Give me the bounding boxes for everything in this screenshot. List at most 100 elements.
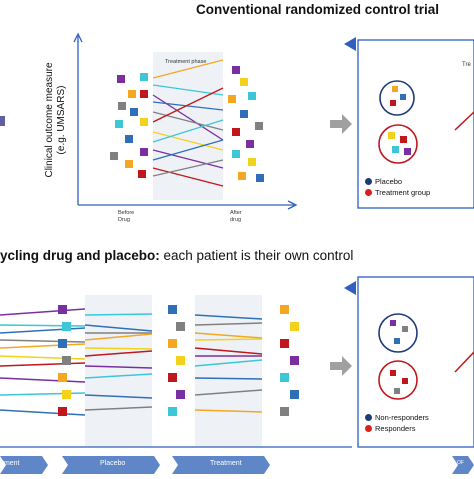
x-label-before: Before Drug (118, 210, 134, 224)
bottom-title: ycling drug and placebo: each patient is… (0, 248, 353, 263)
legend-responders-label: Responders (375, 424, 416, 433)
bottom-column-square (168, 373, 177, 382)
nonresponder-circle-square (394, 338, 400, 344)
y-axis-label-line2: (e.g. UMSARS) (56, 85, 67, 155)
top-before-square (125, 135, 133, 143)
bottom-trend-line (84, 347, 153, 350)
placebo-circle-square (390, 100, 396, 106)
top-before-square (118, 102, 126, 110)
top-after-square (255, 122, 263, 130)
top-trend-line (152, 87, 224, 123)
bottom-column-square (168, 305, 177, 314)
bottom-trend-line (0, 308, 86, 316)
nonresponder-circle-square (390, 320, 396, 326)
responder-circle (378, 360, 418, 400)
top-gray-arrow (330, 114, 352, 134)
top-after-square (246, 140, 254, 148)
phase-chevron-4-label: OF (457, 460, 464, 466)
treatment-circle-square (400, 136, 407, 143)
x-label-before-line1: Before (118, 210, 135, 216)
top-trend-line (152, 59, 224, 79)
bottom-trend-line (84, 313, 153, 316)
bottom-trend-line (84, 333, 153, 341)
bottom-title-bold: ycling drug and placebo: (0, 248, 160, 263)
bottom-column-square (62, 322, 71, 331)
top-before-square (125, 160, 133, 168)
bottom-trend-line (84, 394, 153, 399)
top-trend-line (152, 149, 224, 169)
phase-chevron (0, 456, 48, 474)
top-trend-line (152, 119, 224, 143)
top-before-square (115, 120, 123, 128)
placebo-circle-top (379, 80, 415, 116)
bottom-column-square (58, 339, 67, 348)
partial-left-icon (0, 116, 5, 126)
bottom-trend-line (194, 389, 263, 396)
bottom-trend-line (194, 347, 263, 355)
bottom-summary-box (357, 276, 474, 448)
bottom-trend-line (0, 355, 86, 360)
x-label-after-line1: After (230, 210, 242, 216)
top-after-square (228, 95, 236, 103)
top-before-square (140, 90, 148, 98)
bottom-trend-line (194, 314, 263, 320)
responder-circle-square (394, 388, 400, 394)
legend-nonresponders: Non-responders (365, 413, 429, 422)
bottom-gray-arrow (330, 356, 352, 376)
treatment-circle-square (392, 146, 399, 153)
legend-treatment: Treatment group (365, 188, 430, 197)
top-after-square (232, 128, 240, 136)
box-partial-label: Tre (462, 62, 471, 68)
bottom-column-square (280, 407, 289, 416)
nonresponder-dot (365, 414, 372, 421)
responder-circle-square (390, 370, 396, 376)
y-axis-label: Clinical outcome measure (e.g. UMSARS) (44, 35, 68, 205)
top-trend-line (152, 131, 224, 151)
bottom-trend-line (194, 377, 263, 380)
top-before-square (138, 170, 146, 178)
top-trend-line (152, 139, 224, 161)
top-after-square (256, 174, 264, 182)
x-label-after: After drug (230, 210, 242, 224)
bottom-column-square (58, 305, 67, 314)
x-label-after-line2: drug (230, 217, 242, 223)
treatment-circle-top (378, 124, 418, 164)
box-partial-line-top (454, 111, 474, 131)
treatment-circle-square (404, 148, 411, 155)
phase-chevron-2-label: Placebo (100, 460, 126, 467)
top-before-square (140, 73, 148, 81)
top-trend-line (152, 94, 224, 141)
phase-chevron (452, 456, 474, 474)
top-before-square (110, 152, 118, 160)
bottom-trend-line (84, 365, 153, 369)
responder-circle-square (402, 378, 408, 384)
bottom-column-square (280, 305, 289, 314)
treatment-band (195, 295, 262, 447)
bottom-trend-line (194, 359, 263, 367)
bottom-column-square (176, 390, 185, 399)
legend-placebo-label: Placebo (375, 177, 403, 186)
bottom-trend-line (84, 373, 153, 379)
bottom-trend-line (84, 350, 153, 357)
top-trend-line (152, 111, 224, 131)
nonresponder-circle (378, 313, 418, 353)
legend-responders: Responders (365, 424, 429, 433)
bottom-trend-line (194, 322, 263, 326)
bottom-title-rest: each patient is their own control (159, 248, 354, 263)
bottom-column-square (176, 356, 185, 365)
bottom-column-square (58, 373, 67, 382)
top-trend-line (152, 167, 224, 187)
box-partial-line-bottom (454, 351, 474, 373)
top-before-square (140, 118, 148, 126)
top-axes (73, 32, 298, 210)
legend-placebo: Placebo (365, 177, 430, 186)
y-axis-label-line1: Clinical outcome measure (44, 62, 55, 178)
x-label-before-line2: Drug (118, 217, 130, 223)
placebo-circle-square (400, 94, 406, 100)
legend-treatment-label: Treatment group (375, 188, 431, 197)
placebo-band (85, 295, 152, 447)
bottom-column-square (290, 322, 299, 331)
phase-chevron (62, 456, 160, 474)
bottom-column-square (280, 339, 289, 348)
